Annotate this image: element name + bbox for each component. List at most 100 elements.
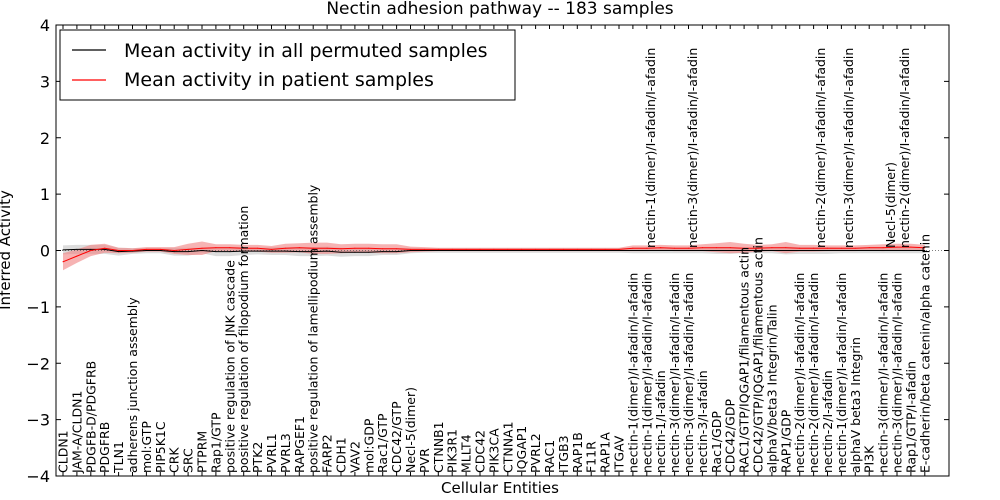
data-point <box>298 251 300 253</box>
data-point <box>284 250 286 252</box>
data-point <box>312 247 314 249</box>
data-point <box>729 247 731 249</box>
data-point <box>229 251 231 253</box>
data-point <box>896 246 898 248</box>
x-tick-label: Rac1/GDP <box>709 411 724 473</box>
overflow-tick-labels: nectin-1(dimer)/I-afadin/I-afadin nectin-… <box>643 48 912 248</box>
data-point <box>562 250 564 251</box>
x-tick-label: nectin-1(dimer)/I-afadin/I-afadin <box>625 273 640 473</box>
data-point <box>298 247 300 249</box>
x-tick-label: SRC <box>181 448 196 473</box>
data-point <box>715 250 717 251</box>
data-point <box>757 247 759 249</box>
data-point <box>284 247 286 249</box>
x-axis-label: Cellular Entities <box>441 479 559 497</box>
x-tick-label: nectin-3(dimer)/I-afadin/I-afadin <box>876 273 891 473</box>
data-point <box>562 248 564 250</box>
data-point <box>465 250 467 251</box>
x-tick-label: mol:GDP <box>361 418 376 473</box>
data-point <box>646 247 648 249</box>
x-tick-label: CDC42/GDP <box>723 398 738 473</box>
overflow-tick-label: nectin-3(dimer)/I-afadin/I-afadin <box>685 48 700 248</box>
data-point <box>827 247 828 249</box>
x-tick-label: CTNNB1 <box>431 421 446 473</box>
x-tick-labels: CLDN1JAM-A/CLDN1PDGFB-D/PDGFRBPDGFRBTLN1… <box>56 184 933 474</box>
data-point <box>118 250 120 251</box>
data-point <box>201 250 203 251</box>
x-tick-label: F11R <box>584 441 599 473</box>
data-point <box>576 250 578 251</box>
data-point <box>660 247 662 249</box>
data-point <box>785 250 787 251</box>
data-point <box>868 250 870 251</box>
data-point <box>910 250 912 251</box>
x-tick-label: RAP1A <box>598 432 613 473</box>
x-tick-label: RAP1B <box>570 432 585 473</box>
data-point <box>368 251 370 253</box>
x-tick-label: PVRL2 <box>528 433 543 473</box>
data-point <box>924 247 926 249</box>
data-point <box>743 247 745 249</box>
x-tick-label: PVR <box>417 448 432 473</box>
data-point <box>159 250 161 251</box>
data-point <box>854 250 856 251</box>
x-tick-label: nectin-2(dimer)/I-afadin/I-afadin <box>806 273 821 473</box>
data-point <box>90 250 92 251</box>
data-point <box>62 261 64 263</box>
x-tick-label: CDC42/GTP/IQGAP1/filamentous actin <box>751 237 766 473</box>
x-tick-label: FARP2 <box>320 434 335 473</box>
x-tick-label: alphaV beta3 Integrin <box>848 337 863 473</box>
data-point <box>396 251 398 253</box>
y-tick-label: 3 <box>40 72 50 91</box>
data-point <box>507 248 509 250</box>
x-tick-label: ITGB3 <box>556 435 571 473</box>
x-tick-label: RAP1/GDP <box>778 409 793 473</box>
data-point <box>76 255 78 257</box>
x-tick-label: IQGAP1 <box>514 426 529 473</box>
x-tick-label: E-cadherin/beta catenin/alpha catenin <box>917 234 932 473</box>
data-point <box>729 250 731 251</box>
data-point <box>882 247 884 249</box>
data-point <box>215 247 217 249</box>
data-point <box>410 250 411 251</box>
y-tick-label: 4 <box>40 16 50 35</box>
x-tick-label: nectin-2/I-afadin <box>820 370 835 473</box>
x-tick-label: nectin-3(dimer)/I-afadin/I-afadin <box>890 273 905 473</box>
data-point <box>243 250 245 252</box>
x-tick-label: CTNNA1 <box>500 421 515 473</box>
overflow-tick-label: Necl-5(dimer) <box>883 162 898 248</box>
x-tick-label: Rac1/GTP <box>375 413 390 473</box>
x-tick-label: CRK <box>167 447 182 473</box>
data-point <box>257 250 259 252</box>
data-point <box>743 250 745 251</box>
data-point <box>646 250 648 251</box>
x-tick-label: positive regulation of filopodium format… <box>236 206 251 473</box>
data-point <box>813 247 815 249</box>
data-point <box>576 248 578 250</box>
data-point <box>618 250 620 251</box>
data-point <box>62 249 64 251</box>
overflow-tick-label: nectin-2(dimer)/I-afadin/I-afadin <box>897 48 912 248</box>
data-point <box>535 250 537 251</box>
data-point <box>312 251 314 253</box>
data-point <box>618 248 620 250</box>
data-point <box>326 250 328 252</box>
x-axis-ticks <box>62 25 926 476</box>
data-point <box>451 248 453 250</box>
overflow-tick-label: nectin-1(dimer)/I-afadin/I-afadin <box>643 48 658 248</box>
data-point <box>423 248 425 250</box>
x-tick-label: positive regulation of JNK cascade <box>222 260 237 473</box>
series-lines <box>62 246 926 263</box>
data-point <box>340 251 342 253</box>
x-tick-label: RAC1/GTP/IQGAP1/filamentous actin <box>737 247 752 473</box>
data-point <box>118 251 120 253</box>
data-point <box>187 251 189 253</box>
data-point <box>660 250 662 251</box>
x-tick-label: nectin-1(dimer)/I-afadin/I-afadin <box>639 273 654 473</box>
data-point <box>437 248 439 250</box>
x-tick-label: PTPRM <box>195 431 210 473</box>
data-point <box>173 251 175 253</box>
data-point <box>340 248 342 250</box>
x-tick-label: alphaV/beta3 Integrin/Talin <box>764 305 779 474</box>
data-point <box>145 250 147 251</box>
